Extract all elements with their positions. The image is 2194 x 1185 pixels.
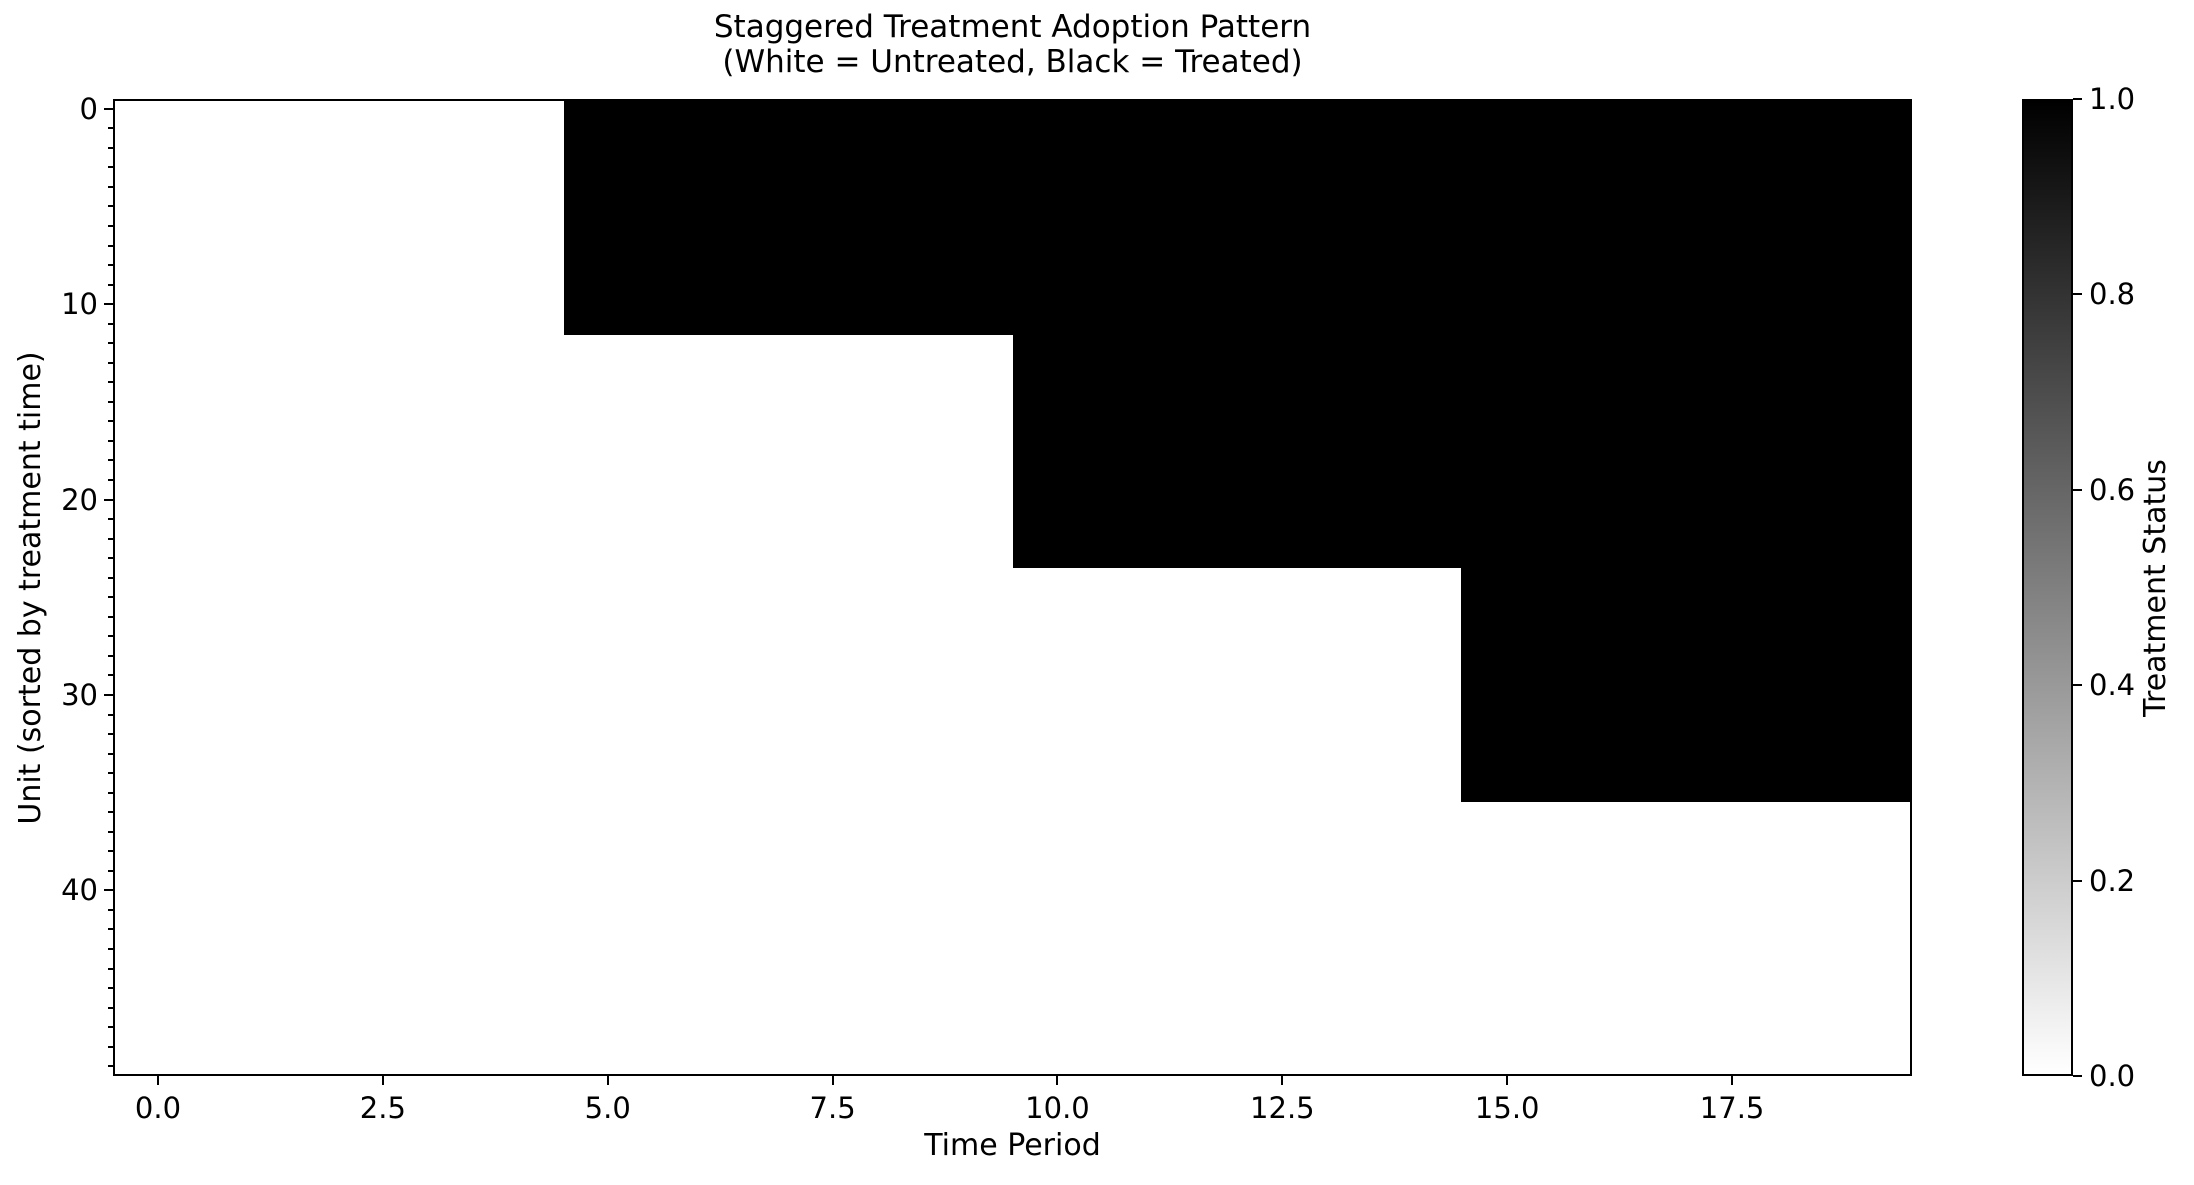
x-axis-label: Time Period [924,1128,1101,1163]
plot-area [113,99,1912,1076]
y-tick [104,303,113,306]
colorbar-tick-label: 1.0 [2089,82,2136,116]
treated-block-cohort-1 [563,101,1910,335]
y-minor-tick [108,596,113,599]
y-tick-label: 40 [61,873,98,908]
y-minor-tick [108,713,113,716]
x-tick-label: 7.5 [809,1091,856,1125]
y-minor-tick [108,830,113,833]
y-minor-tick [108,479,113,482]
colorbar-tick [2073,1075,2082,1077]
y-minor-tick [108,850,113,853]
y-minor-tick [108,674,113,677]
x-tick [381,1076,384,1085]
y-minor-tick [108,733,113,736]
y-minor-tick [108,537,113,540]
y-tick-label: 20 [61,482,98,517]
y-minor-tick [108,420,113,423]
x-tick [606,1076,609,1085]
y-minor-tick [108,400,113,403]
y-minor-tick [108,869,113,872]
y-minor-tick [108,361,113,364]
chart-title-line2: (White = Untreated, Black = Treated) [722,44,1303,80]
treated-block-cohort-2 [1012,334,1910,569]
y-minor-tick [108,811,113,814]
x-tick-label: 2.5 [359,1091,406,1125]
y-minor-tick [108,127,113,130]
x-tick-label: 5.0 [584,1091,631,1125]
x-tick-label: 12.5 [1250,1091,1315,1125]
y-minor-tick [108,791,113,794]
x-tick-label: 0.0 [134,1091,182,1125]
y-tick-label: 10 [61,287,98,322]
chart-title: Staggered Treatment Adoption Pattern (Wh… [113,10,1912,80]
x-tick [1056,1076,1059,1085]
y-minor-tick [108,439,113,442]
y-minor-tick [108,1065,113,1068]
x-tick [1506,1076,1509,1085]
y-minor-tick [108,518,113,521]
y-minor-tick [108,772,113,775]
y-minor-tick [108,752,113,755]
y-minor-tick [108,185,113,188]
y-minor-tick [108,342,113,345]
y-minor-tick [108,381,113,384]
x-tick-label: 17.5 [1699,1091,1765,1125]
y-tick-label: 30 [61,677,98,712]
y-minor-tick [108,1026,113,1029]
y-minor-tick [108,635,113,638]
y-minor-tick [108,225,113,227]
x-tick [1731,1076,1734,1085]
colorbar-tick [2073,98,2082,100]
y-minor-tick [108,928,113,931]
colorbar-tick [2073,879,2082,882]
y-minor-tick [108,244,113,247]
y-tick [104,693,113,696]
x-tick [831,1076,834,1085]
y-minor-tick [108,557,113,560]
y-minor-tick [108,166,113,169]
colorbar-tick-label: 0.2 [2089,863,2136,898]
colorbar-tick-label: 0.0 [2089,1059,2136,1093]
y-minor-tick [108,654,113,657]
treated-block-cohort-3 [1461,568,1910,802]
colorbar-tick-label: 0.6 [2089,472,2136,507]
y-axis-label: Unit (sorted by treatment time) [13,351,48,825]
x-tick-label: 10.0 [1025,1091,1090,1125]
colorbar-tick [2073,684,2082,687]
y-tick [104,107,113,110]
y-minor-tick [108,615,113,618]
y-minor-tick [108,283,113,286]
colorbar-tick-label: 0.8 [2089,277,2136,312]
y-minor-tick [108,947,113,950]
colorbar [2022,99,2073,1076]
y-minor-tick [108,264,113,267]
y-minor-tick [108,908,113,911]
x-tick-label: 15.0 [1474,1091,1540,1125]
y-minor-tick [108,1006,113,1009]
y-tick-label: 0 [79,91,98,126]
y-tick [104,498,113,501]
y-minor-tick [108,146,113,149]
y-minor-tick [108,459,113,462]
y-minor-tick [108,205,113,208]
y-minor-tick [108,987,113,990]
x-tick [1281,1076,1284,1085]
colorbar-tick [2073,293,2082,296]
y-minor-tick [108,576,113,579]
colorbar-tick-label: 0.4 [2089,668,2136,703]
colorbar-tick [2073,488,2082,491]
y-minor-tick [108,322,113,325]
y-minor-tick [108,967,113,970]
y-tick [104,889,113,892]
x-tick [156,1076,159,1085]
chart-title-line1: Staggered Treatment Adoption Pattern [713,9,1312,45]
y-minor-tick [108,1045,113,1048]
